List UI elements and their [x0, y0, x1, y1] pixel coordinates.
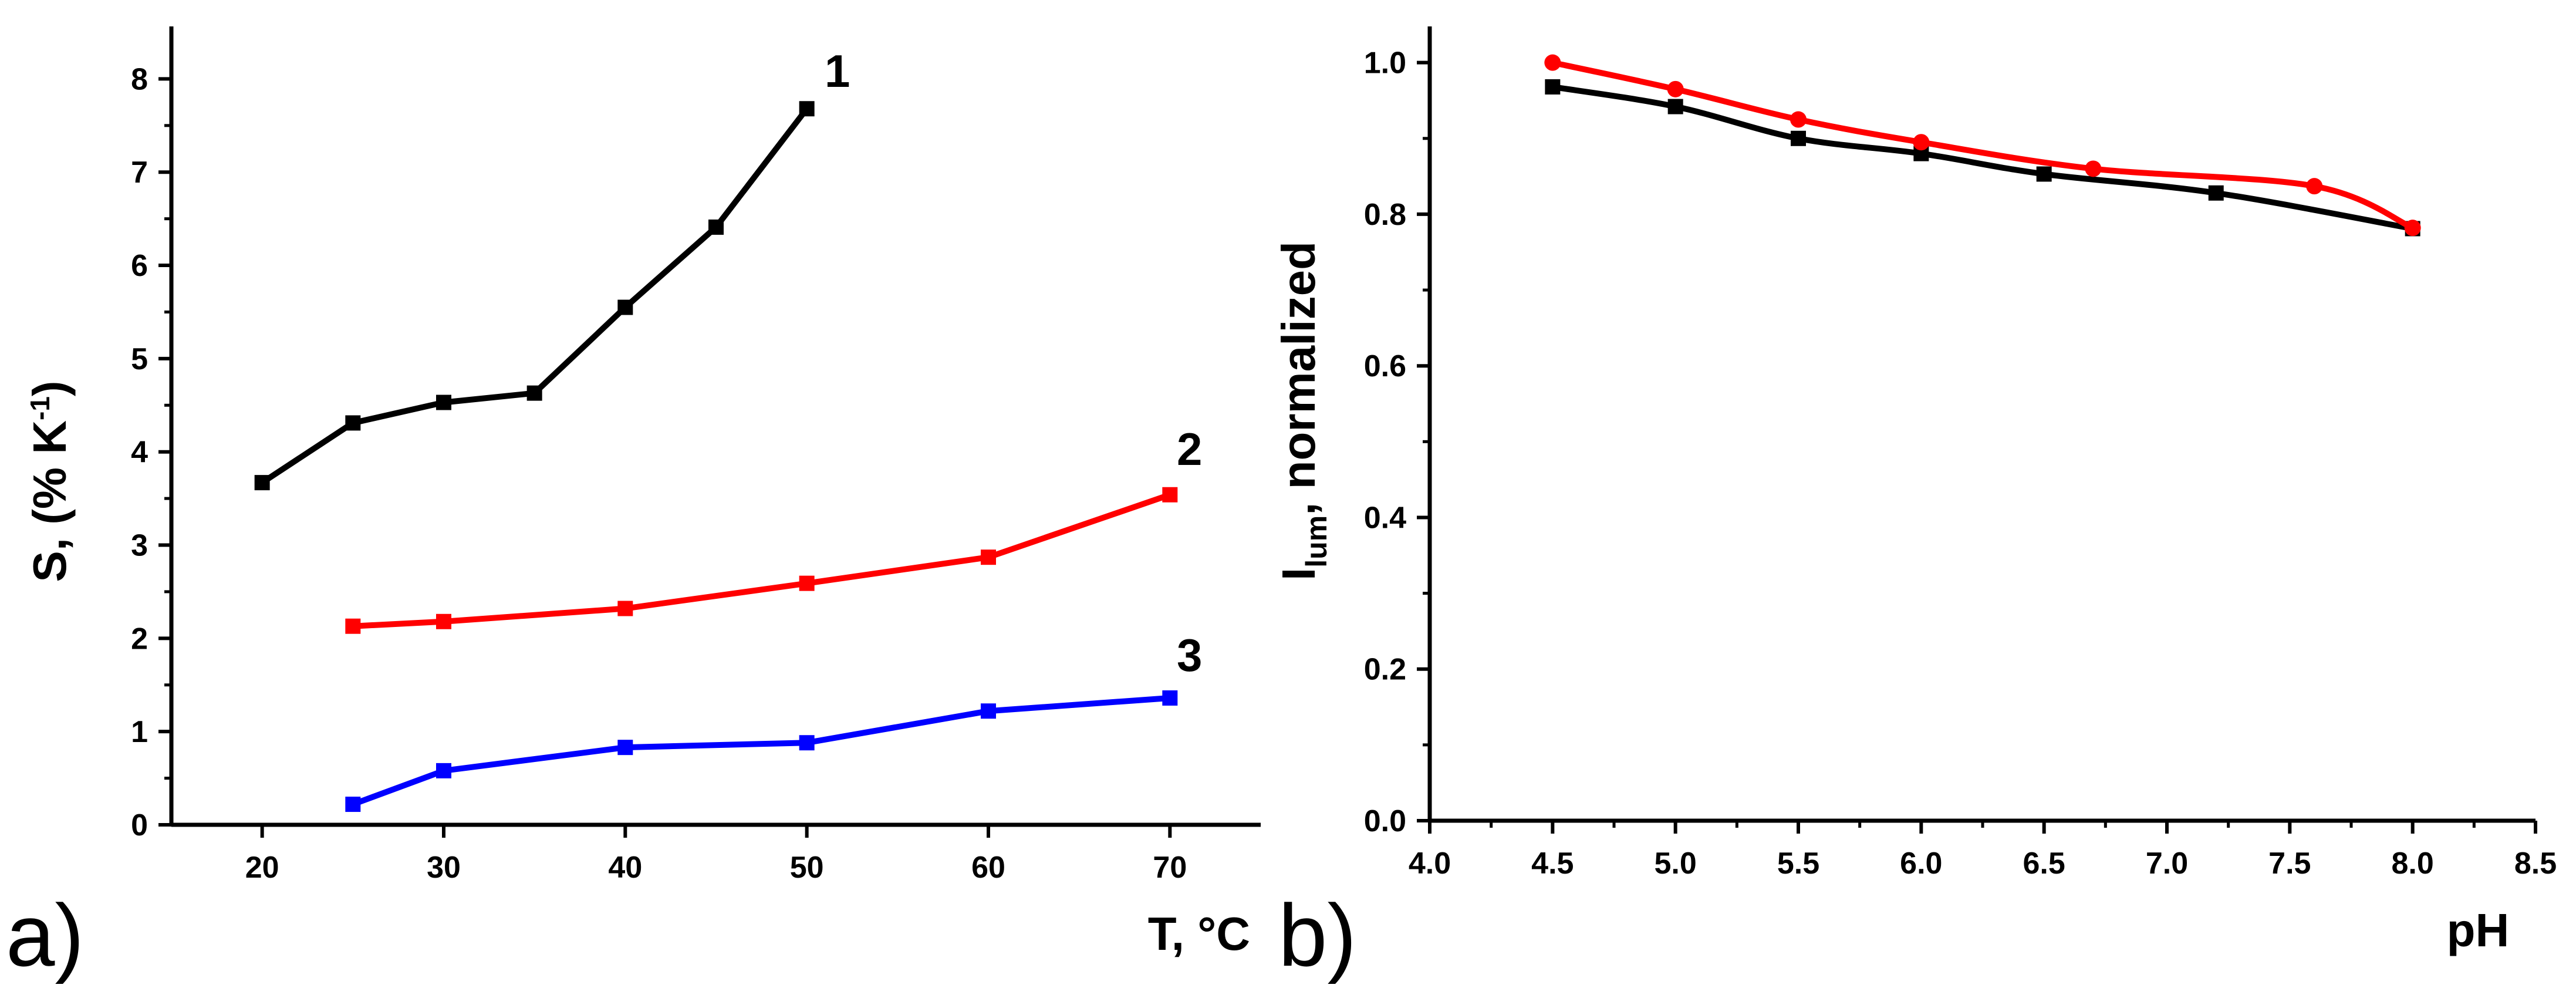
panel-b-x-tick-label: 6.0	[1900, 847, 1942, 881]
panel-a-y-tick-label: 0	[131, 808, 148, 842]
panel-b-axes: 4.0 4.5 5.0 5.5 6.0 6.5 7.0 7.5 8.0 8.5 0.0 0.2 0.4 0…	[1364, 26, 2557, 881]
panel-b-series-red-point	[2085, 160, 2102, 177]
panel-a-series: 1 2 3	[254, 45, 1202, 812]
panel-a-series-1-point	[436, 394, 451, 410]
panel-a-x-tick-label: 60	[971, 851, 1005, 885]
panel-b-y-axis-title-rest: , normalized	[1272, 241, 1325, 515]
panel-b-series-black-point	[1667, 99, 1683, 114]
panel-a-x-tick-label: 70	[1153, 851, 1187, 885]
panel-b-y-axis-title-sub: lum	[1300, 515, 1333, 568]
panel-b-x-tick-label: 4.0	[1409, 847, 1451, 881]
panel-b-series	[1544, 54, 2421, 237]
panel-a-series-2-point	[799, 575, 815, 591]
panel-a-series-2-point	[345, 618, 361, 634]
panel-b-label: b)	[1278, 886, 1356, 984]
panel-a-series-1-point	[799, 101, 815, 117]
panel-b-series-red-point	[1544, 54, 1561, 71]
panel-a-y-tick-label: 7	[131, 156, 148, 190]
panel-b-x-tick-label: 5.0	[1655, 847, 1697, 881]
panel-a-x-tick-label: 40	[608, 851, 642, 885]
panel-a-y-tick-label: 1	[131, 715, 148, 749]
panel-a-series-2-point	[617, 601, 633, 616]
panel-b-y-tick-label: 0.8	[1364, 198, 1406, 232]
panel-a-series-2-point	[981, 549, 996, 565]
panel-a-series-3-point	[981, 703, 996, 719]
panel-a-series-3-point	[799, 735, 815, 751]
panel-a-y-tick-label: 4	[131, 436, 148, 470]
panel-a-series-1-point	[254, 475, 270, 491]
panel-a-label: a)	[6, 886, 84, 984]
panel-a-y-tick-label: 2	[131, 622, 148, 656]
panel-a-y-tick-label: 5	[131, 342, 148, 376]
panel-b-series-black-point	[2036, 166, 2052, 182]
panel-a-series-2-point	[436, 613, 451, 629]
panel-a-series-3-line	[352, 695, 1170, 807]
panel-b-y-axis-title: Ilum, normalized	[1272, 241, 1333, 581]
panel-b-series-red-point	[1913, 134, 1930, 151]
panel-a-series-3-point	[1162, 690, 1178, 706]
panel-a-x-tick-label: 20	[245, 851, 279, 885]
panel-a-series-2-line	[353, 492, 1171, 629]
panel-b-y-axis-title-main: I	[1272, 568, 1325, 581]
panel-a-y-tick-label: 8	[131, 62, 148, 96]
panel-b-series-black-point	[2208, 185, 2224, 201]
panel-b-x-axis-title: pH	[2447, 904, 2510, 956]
panel-a-chart: 20 30 40 50 60 70 0 1 2 3 4 5 6 7 8 1 2 3 S, (% K-1) T, …	[6, 26, 1261, 984]
panel-a-series-3-point	[436, 763, 451, 778]
panel-a-y-axis-title: S, (% K-1)	[23, 380, 76, 582]
panel-b-x-tick-label: 7.5	[2268, 847, 2311, 881]
panel-b-series-red-point	[2404, 220, 2421, 237]
panel-a-series-2-point	[1162, 487, 1178, 503]
panel-b-y-tick-label: 0.2	[1364, 653, 1406, 687]
panel-a-series-3-point	[617, 740, 633, 756]
panel-a-x-tick-label: 50	[790, 851, 824, 885]
panel-a-x-tick-label: 30	[427, 851, 461, 885]
panel-a-axes: 20 30 40 50 60 70 0 1 2 3 4 5 6 7 8	[131, 26, 1261, 885]
panel-a-series-1-point	[526, 385, 542, 401]
panel-a-series-1-label: 1	[825, 45, 850, 97]
panel-b-y-tick-label: 0.6	[1364, 349, 1406, 383]
panel-b-x-tick-label: 7.0	[2146, 847, 2188, 881]
panel-b-y-tick-label: 0.4	[1364, 501, 1406, 535]
panel-b-y-tick-label: 0.0	[1364, 804, 1406, 838]
panel-a-x-axis-title: T, °C	[1148, 908, 1250, 960]
panel-b-series-black-point	[1791, 130, 1806, 146]
panel-b-series-red-point	[1790, 111, 1807, 128]
panel-b-x-tick-label: 6.5	[2023, 847, 2065, 881]
panel-a-series-3-point	[345, 797, 361, 812]
panel-a-series-1-line	[260, 107, 809, 485]
panel-a-series-1-point	[617, 299, 633, 315]
panel-b-x-tick-label: 8.0	[2392, 847, 2434, 881]
panel-b-chart: 4.0 4.5 5.0 5.5 6.0 6.5 7.0 7.5 8.0 8.5 0.0 0.2 0.4 0…	[1272, 26, 2557, 984]
panel-a-y-tick-label: 6	[131, 249, 148, 283]
panel-b-x-tick-label: 5.5	[1777, 847, 1819, 881]
panel-b-x-tick-label: 4.5	[1531, 847, 1574, 881]
panel-a-series-1-point	[345, 415, 361, 431]
panel-a-series-1-point	[708, 219, 724, 235]
panel-a-series-3-label: 3	[1177, 629, 1202, 681]
panel-b-series-red-point	[2306, 178, 2323, 195]
panel-a-series-2-label: 2	[1177, 423, 1202, 475]
panel-b-x-tick-label: 8.5	[2514, 847, 2557, 881]
panel-a-y-tick-label: 3	[131, 529, 148, 563]
panel-b-series-red-point	[1667, 80, 1684, 97]
panel-b-series-black-point	[1545, 79, 1561, 95]
panel-b-y-tick-label: 1.0	[1364, 46, 1406, 80]
